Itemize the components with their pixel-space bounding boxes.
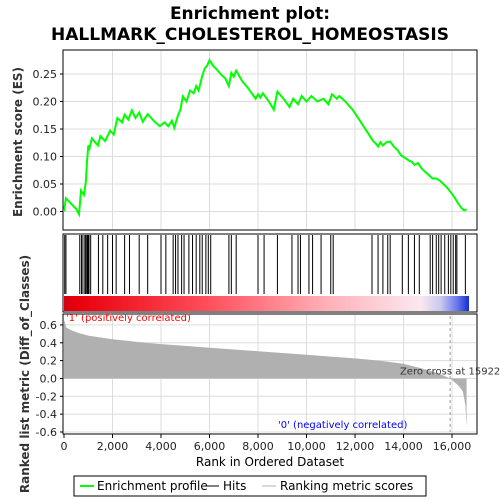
- es-y-tick-label: 0.10: [33, 151, 58, 164]
- es-y-tick-label: 0.05: [33, 178, 58, 191]
- es-panel: 0.00 0.05 0.10 0.15 0.20 0.25 Enrichment scor…: [11, 49, 478, 231]
- hit-lines: [64, 235, 466, 294]
- legend: Enrichment profile Hits Ranking metric s…: [73, 475, 427, 497]
- positive-correlation-label: '1' (positively correlated): [66, 313, 191, 324]
- legend-label-enrichment: Enrichment profile: [97, 479, 208, 493]
- x-tick-label: 16,000: [433, 440, 472, 453]
- metric-y-tick-label: -0.6: [36, 426, 57, 439]
- legend-label-hits: Hits: [223, 479, 246, 493]
- es-y-tick-label: 0.20: [33, 96, 58, 109]
- metric-y-tick-label: 0.6: [40, 319, 58, 332]
- x-tick-label: 6,000: [194, 440, 226, 453]
- es-y-tick-label: 0.25: [33, 68, 58, 81]
- es-y-tick-label: 0.00: [33, 206, 58, 219]
- plot-title-line-1: Enrichment plot:: [170, 4, 330, 24]
- metric-panel: Zero cross at 15922 '1' (positively corr…: [18, 255, 500, 493]
- x-tick-label: 0: [61, 440, 68, 453]
- metric-y-tick-label: 0.4: [40, 337, 58, 350]
- metric-y-tick-label: 0.0: [40, 372, 58, 385]
- es-y-tick-label: 0.15: [33, 123, 58, 136]
- zero-cross-label: Zero cross at 15922: [400, 366, 500, 377]
- x-axis-label: Rank in Ordered Dataset: [196, 455, 344, 469]
- ranking-metric-area: [64, 319, 467, 428]
- plot-title-line-2: HALLMARK_CHOLESTEROL_HOMEOSTASIS: [51, 25, 449, 45]
- x-tick-label: 12,000: [336, 440, 375, 453]
- x-tick-label: 8,000: [242, 440, 274, 453]
- x-tick-label: 4,000: [145, 440, 177, 453]
- metric-y-axis-label: Ranked list metric (Diff_of_Classes): [18, 255, 33, 493]
- es-y-ticks: 0.00 0.05 0.10 0.15 0.20 0.25: [33, 68, 63, 219]
- metric-y-tick-label: -0.4: [36, 408, 57, 421]
- metric-y-ticks: -0.6 -0.4 -0.2 0.0 0.2 0.4 0.6: [36, 319, 63, 439]
- negative-correlation-label: '0' (negatively correlated): [278, 420, 407, 431]
- x-tick-label: 10,000: [287, 440, 326, 453]
- x-tick-label: 14,000: [384, 440, 423, 453]
- es-panel-frame: [62, 49, 478, 231]
- es-y-axis-label: Enrichment score (ES): [11, 67, 25, 217]
- legend-label-metric: Ranking metric scores: [280, 479, 413, 493]
- metric-y-tick-label: -0.2: [36, 390, 57, 403]
- x-tick-label: 2,000: [97, 440, 129, 453]
- hits-panel: [62, 233, 478, 313]
- legend-box: [73, 475, 427, 497]
- rank-color-bar: [64, 296, 469, 311]
- metric-x-ticks: 0 2,000 4,000 6,000 8,000 10,000 12,000 14,000 1…: [61, 434, 472, 453]
- enrichment-profile-line: [63, 58, 468, 218]
- metric-y-tick-label: 0.2: [40, 355, 58, 368]
